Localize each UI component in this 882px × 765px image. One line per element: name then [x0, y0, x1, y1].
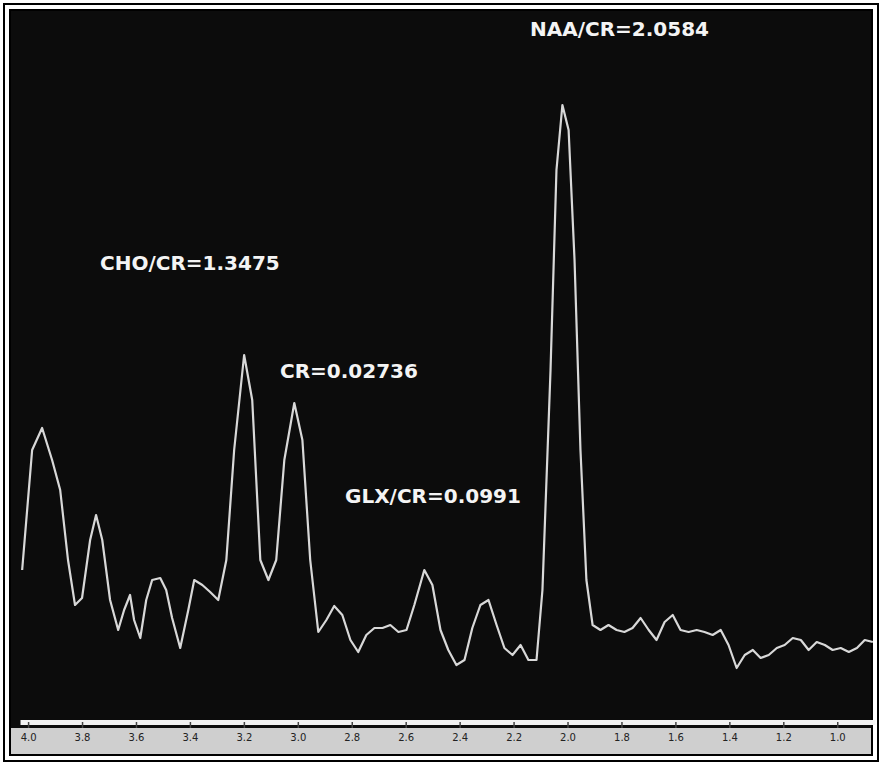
x-tick-label: 1.8: [614, 732, 630, 743]
x-tick-label: 2.6: [398, 732, 414, 743]
page-bg: [0, 0, 882, 765]
annotation: GLX/CR=0.0991: [345, 484, 521, 508]
x-tick-label: 2.2: [506, 732, 522, 743]
chart: 4.0 3.8 3.6 3.4 3.2 3.0 2.8 2.6 2.4 2.2 2.0 1.8 1.6 1…: [0, 0, 882, 765]
x-tick: 1.2: [776, 722, 792, 743]
x-tick-label: 1.4: [722, 732, 738, 743]
x-tick-mark: [298, 722, 300, 728]
x-tick-label: 2.4: [452, 732, 468, 743]
x-tick-label: 1.6: [668, 732, 684, 743]
x-tick-mark: [837, 722, 839, 728]
x-tick-label: 3.2: [236, 732, 252, 743]
x-tick: 2.8: [344, 722, 360, 743]
x-tick-label: 2.0: [560, 732, 576, 743]
x-axis: 4.0 3.8 3.6 3.4 3.2 3.0 2.8 2.6 2.4 2.2 2.0 1.8 1.6 1…: [21, 722, 876, 743]
x-axis-line: [21, 720, 876, 725]
x-tick-label: 3.6: [129, 732, 145, 743]
x-tick: 3.8: [75, 722, 91, 743]
screen-bg: [10, 10, 872, 755]
x-tick-label: 3.8: [75, 732, 91, 743]
x-tick-mark: [513, 722, 515, 728]
annotation: NAA/CR=2.0584: [530, 17, 709, 41]
x-tick-label: 3.0: [290, 732, 306, 743]
annotation: CR=0.02736: [280, 359, 418, 383]
x-tick-mark: [675, 722, 677, 728]
x-tick: 1.4: [722, 722, 738, 743]
annotation: CHO/CR=1.3475: [100, 251, 280, 275]
x-tick-mark: [567, 722, 569, 728]
x-tick-mark: [621, 722, 623, 728]
x-tick-label: 1.2: [776, 732, 792, 743]
x-tick-mark: [405, 722, 407, 728]
x-tick-mark: [28, 722, 30, 728]
x-tick: 1.6: [668, 722, 684, 743]
x-tick-mark: [459, 722, 461, 728]
outer-frame: [4, 4, 878, 761]
x-tick: 1.0: [830, 722, 846, 743]
x-tick: 3.6: [129, 722, 145, 743]
x-tick-label: 3.4: [182, 732, 198, 743]
x-tick: 1.8: [614, 722, 630, 743]
x-tick: 2.2: [506, 722, 522, 743]
axis-band: [11, 728, 871, 754]
x-tick: 3.2: [236, 722, 252, 743]
x-tick-mark: [729, 722, 731, 728]
x-tick-mark: [190, 722, 192, 728]
plot-area: [22, 105, 873, 668]
x-tick: 2.6: [398, 722, 414, 743]
x-tick: 3.0: [290, 722, 306, 743]
x-tick: 2.0: [560, 722, 576, 743]
x-tick-mark: [82, 722, 84, 728]
x-tick-label: 4.0: [21, 732, 37, 743]
x-tick: 3.4: [182, 722, 198, 743]
x-tick-mark: [352, 722, 354, 728]
x-tick: 2.4: [452, 722, 468, 743]
x-tick-label: 2.8: [344, 732, 360, 743]
x-tick: 4.0: [21, 722, 37, 743]
x-tick-mark: [244, 722, 246, 728]
x-tick-label: 1.0: [830, 732, 846, 743]
x-tick-mark: [783, 722, 785, 728]
spectrum-line: [22, 105, 873, 668]
x-tick-mark: [136, 722, 138, 728]
